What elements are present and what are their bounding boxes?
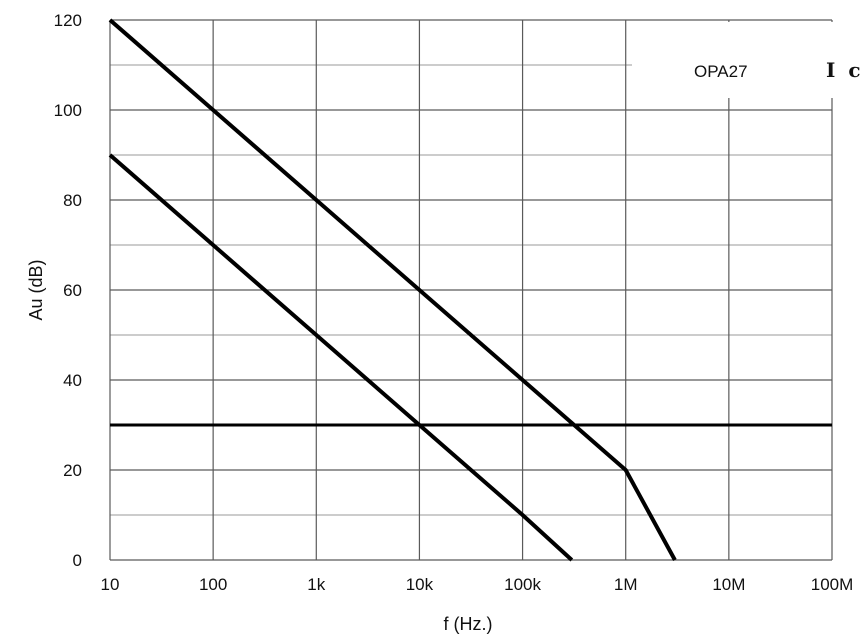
x-tick-label: 10M — [712, 575, 745, 594]
x-axis-label: f (Hz.) — [444, 614, 493, 634]
y-tick-label: 40 — [63, 371, 82, 390]
x-tick-label: 100M — [811, 575, 854, 594]
annotation-model: OPA27 — [694, 62, 748, 81]
x-tick-label: 10 — [101, 575, 120, 594]
y-tick-label: 80 — [63, 191, 82, 210]
y-tick-label: 0 — [73, 551, 82, 570]
x-tick-label: 10k — [406, 575, 434, 594]
y-tick-label: 120 — [54, 11, 82, 30]
y-tick-label: 20 — [63, 461, 82, 480]
grid-layer — [110, 20, 832, 560]
x-tick-label: 100k — [504, 575, 541, 594]
label-box — [632, 22, 838, 98]
x-tick-label: 1k — [307, 575, 325, 594]
y-tick-label: 100 — [54, 101, 82, 120]
y-axis-label: Au (dB) — [26, 259, 46, 320]
x-tick-labels: 10 100 1k 10k 100k 1M 10M 100M — [101, 575, 854, 594]
y-tick-labels: 0 20 40 60 80 100 120 — [54, 11, 82, 570]
annotation-tag: I c — [826, 58, 863, 82]
y-tick-label: 60 — [63, 281, 82, 300]
x-tick-label: 100 — [199, 575, 227, 594]
gain-curve — [110, 155, 572, 560]
x-tick-label: 1M — [614, 575, 638, 594]
